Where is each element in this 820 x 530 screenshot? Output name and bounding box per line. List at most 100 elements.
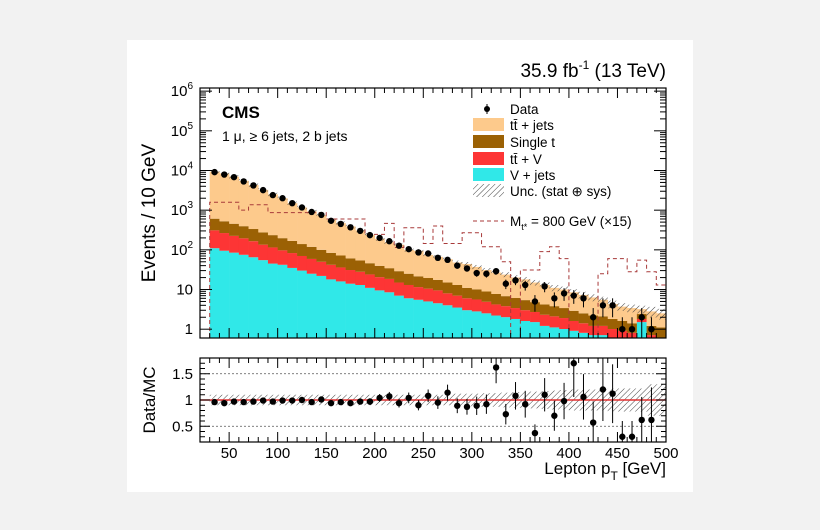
bar-ttv — [471, 299, 482, 312]
bar-ttv — [209, 230, 220, 249]
bar-vjets — [530, 322, 541, 338]
legend-data-label: Data — [510, 102, 539, 117]
bar-ttv — [238, 238, 249, 255]
bar-ttbar — [530, 282, 541, 303]
bar-single-t — [520, 300, 531, 311]
ratio-plot-area — [200, 358, 666, 442]
bar-ttv — [219, 233, 230, 251]
bar-ttbar — [539, 284, 550, 305]
bar-ttbar — [297, 207, 308, 245]
legend-unc-swatch — [473, 184, 504, 197]
ratio-point — [356, 398, 364, 405]
data-point — [454, 262, 461, 269]
bar-single-t — [374, 265, 385, 278]
bar-vjets — [229, 252, 240, 338]
data-point — [541, 283, 548, 290]
bar-vjets — [510, 318, 521, 338]
bar-ttv — [578, 323, 589, 333]
data-point — [434, 254, 442, 262]
bar-vjets — [491, 315, 502, 338]
legend: Data tt̄ + jets Single t tt̄ + V V + jet… — [473, 102, 632, 232]
ratio-point — [522, 401, 529, 408]
ratio-point — [289, 397, 296, 404]
data-point — [289, 199, 296, 207]
bar-single-t — [365, 263, 376, 275]
bar-single-t — [423, 278, 434, 289]
unc-band-bin — [646, 306, 657, 318]
bar-ttv — [423, 288, 434, 302]
data-point — [473, 269, 480, 277]
legend-ttbar-swatch — [473, 118, 504, 131]
data-point — [356, 227, 364, 235]
x-tick-label: 100 — [265, 445, 290, 462]
bar-ttv — [462, 298, 473, 311]
unc-band-bin — [627, 304, 637, 313]
ratio-point — [250, 398, 257, 405]
data-point — [415, 249, 422, 256]
bar-vjets — [413, 299, 424, 338]
bar-ttv — [598, 325, 609, 336]
bar-vjets — [568, 330, 579, 338]
data-point — [259, 186, 267, 194]
bar-ttv — [539, 314, 550, 326]
data-point — [502, 280, 510, 287]
ratio-point — [473, 402, 480, 409]
bar-vjets — [326, 279, 337, 338]
data-point — [424, 250, 432, 257]
ratio-y-axis-label: Data/MC — [140, 366, 159, 433]
ratio-point — [560, 397, 568, 405]
bar-vjets — [267, 263, 278, 338]
data-point — [648, 325, 655, 333]
bar-ttbar — [238, 180, 249, 227]
ratio-point — [386, 393, 393, 400]
data-point — [638, 314, 645, 321]
legend-ttv-swatch — [473, 152, 504, 165]
bar-single-t — [452, 284, 463, 296]
bar-ttbar — [365, 234, 376, 264]
ratio-point — [376, 394, 383, 402]
data-point — [327, 217, 335, 224]
bar-ttv — [394, 282, 405, 296]
data-point — [405, 245, 412, 253]
bar-ttbar — [442, 259, 453, 283]
bar-single-t — [510, 298, 521, 309]
y-tick-label: 104 — [171, 160, 194, 179]
ratio-point — [415, 402, 422, 409]
x-tick-label: 500 — [653, 445, 678, 462]
selection-label: 1 μ, ≥ 6 jets, 2 b jets — [222, 128, 347, 144]
data-point — [444, 256, 451, 264]
data-point — [240, 178, 247, 185]
bar-single-t — [306, 246, 317, 259]
bar-vjets — [578, 332, 589, 338]
legend-ttbar-label: tt̄ + jets — [510, 118, 554, 133]
bar-single-t — [568, 310, 579, 321]
bar-vjets — [423, 301, 434, 338]
bar-vjets — [209, 248, 220, 338]
top-plot-area — [209, 168, 666, 338]
bar-single-t — [219, 221, 230, 234]
data-point — [395, 242, 403, 249]
bar-single-t — [598, 316, 609, 326]
legend-vjets-label: V + jets — [510, 168, 556, 183]
bar-vjets — [433, 303, 444, 338]
ratio-point — [395, 399, 403, 407]
bar-single-t — [258, 232, 269, 245]
bar-ttv — [345, 270, 356, 284]
data-point — [347, 224, 354, 231]
data-point — [230, 173, 238, 181]
data-point — [589, 314, 597, 321]
data-point — [580, 295, 587, 302]
y-tick-label: 106 — [171, 81, 194, 100]
ratio-point — [483, 401, 490, 408]
ratio-point — [531, 429, 539, 437]
bar-single-t — [403, 273, 414, 285]
bar-vjets — [442, 305, 453, 338]
bar-ttbar — [394, 244, 405, 272]
ratio-point — [512, 392, 519, 399]
bar-ttbar — [627, 308, 638, 324]
bar-ttv — [413, 287, 424, 300]
bar-vjets — [335, 281, 346, 338]
bar-ttbar — [219, 173, 230, 222]
data-point — [221, 171, 228, 178]
